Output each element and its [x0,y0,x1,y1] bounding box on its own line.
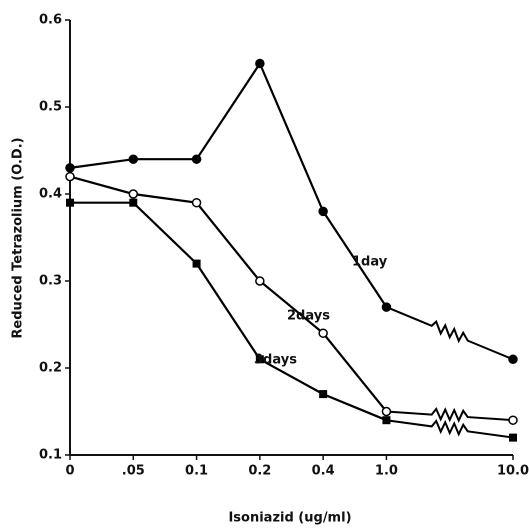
y-tick-label: 0.5 [39,100,62,115]
marker [255,58,265,69]
x-tick-label: 0 [65,464,74,479]
marker [319,390,328,399]
marker [65,171,75,182]
marker [191,197,202,208]
series-label: 1day [352,255,388,270]
marker [128,154,139,164]
marker [191,154,202,164]
x-axis-label: Isoniazid (ug/ml) [228,511,351,526]
marker [382,416,391,425]
marker [318,206,328,217]
x-tick-label: .05 [122,464,145,479]
marker [508,415,518,425]
axis-break [386,306,514,361]
axis-break [386,406,514,423]
marker [381,302,392,312]
y-axis-label: Reduced Tetrazolium (O.D.) [11,137,26,338]
marker [509,433,517,442]
marker [128,189,139,199]
series-line [70,177,513,421]
marker [318,328,328,338]
x-tick-label: 0.2 [248,464,271,479]
x-tick-label: 0.1 [185,464,208,479]
marker [381,406,392,417]
series-label: 3days [254,353,297,368]
y-tick-label: 0.6 [39,13,62,28]
marker [255,355,264,364]
x-tick-label: 1.0 [375,464,398,479]
y-tick-label: 0.2 [39,361,62,376]
marker [65,163,75,173]
axis-break [386,419,514,439]
y-tick-label: 0.4 [39,187,62,202]
x-tick-label: 0.4 [312,464,335,479]
marker [66,198,74,207]
y-tick-label: 0.3 [39,274,62,289]
x-tick-label: 10.0 [497,464,529,479]
series-label: 2days [287,309,330,324]
marker [192,259,201,268]
marker [129,198,138,207]
y-tick-label: 0.1 [39,448,62,463]
marker [255,276,265,286]
marker [508,354,518,365]
